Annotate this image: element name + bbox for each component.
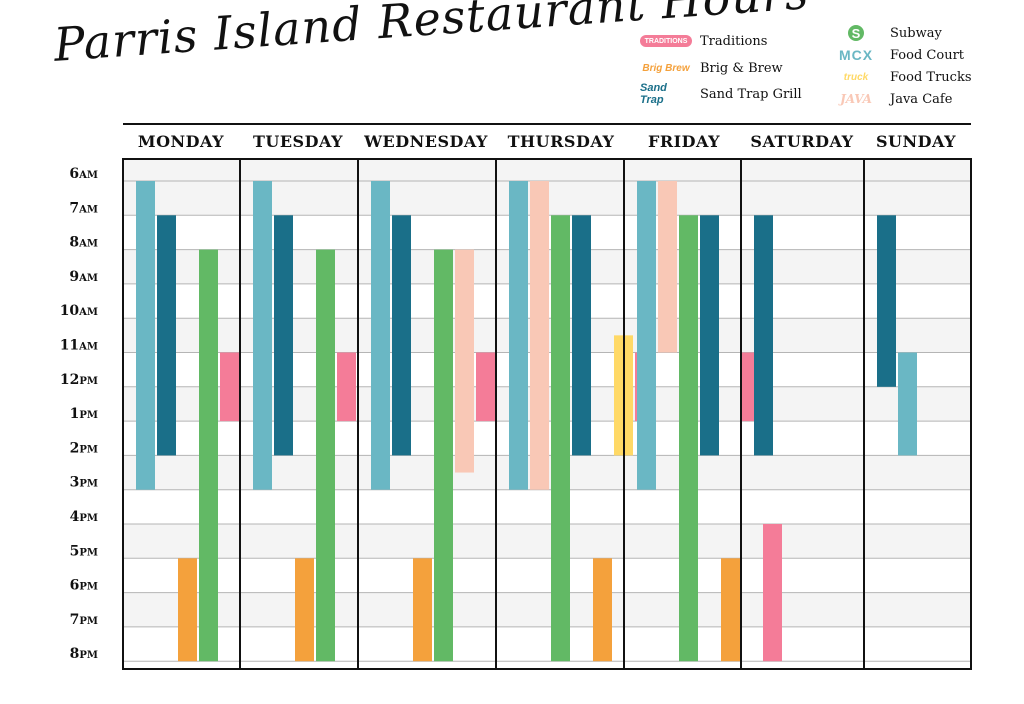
hours-bar	[178, 558, 197, 662]
hours-bar	[253, 181, 272, 490]
hour-label: 3PM	[70, 475, 98, 491]
legend-item: Brig Brew Brig & Brew	[640, 57, 783, 79]
hour-label: 12PM	[60, 372, 98, 388]
hours-bar	[551, 215, 570, 662]
day-label: THURSDAY	[508, 132, 615, 151]
hours-bar	[700, 215, 719, 456]
day-label: SATURDAY	[750, 132, 853, 151]
hours-bar	[392, 215, 411, 456]
hours-bar	[199, 249, 218, 662]
hours-bar	[877, 215, 896, 387]
hours-bar	[476, 352, 495, 422]
chart-border	[122, 158, 972, 670]
hours-bar	[413, 558, 432, 662]
brig-brew-logo: Brig Brew	[642, 62, 690, 74]
hour-label: 2PM	[70, 440, 98, 456]
hours-bar	[530, 181, 549, 490]
legend-label: Traditions	[700, 33, 768, 49]
hour-label: 4PM	[70, 509, 98, 525]
hours-bar	[316, 249, 335, 662]
legend-item: truck Food Trucks	[830, 66, 972, 88]
hour-label: 11AM	[60, 338, 98, 354]
day-label: TUESDAY	[253, 132, 343, 151]
day-label: MONDAY	[138, 132, 224, 151]
legend-label: Brig & Brew	[700, 60, 783, 76]
legend: TRADITIONS Traditions Brig Brew Brig & Brew…	[640, 25, 1000, 116]
hour-label: 6PM	[70, 578, 98, 594]
legend-label: Java Cafe	[890, 91, 953, 107]
hours-bar	[754, 215, 773, 456]
hours-bar	[157, 215, 176, 456]
hour-band	[123, 524, 971, 559]
day-label: WEDNESDAY	[363, 132, 488, 151]
hours-bar	[593, 558, 612, 662]
traditions-logo: TRADITIONS	[640, 35, 692, 47]
food-truck-logo: truck	[843, 71, 869, 83]
hours-bar	[220, 352, 239, 422]
legend-item: MCX Food Court	[830, 44, 964, 66]
legend-item: TRADITIONS Traditions	[640, 30, 767, 52]
hour-band	[123, 592, 971, 627]
legend-label: Food Trucks	[890, 69, 972, 85]
hours-bar	[274, 215, 293, 456]
day-label: FRIDAY	[648, 132, 720, 151]
day-label: SUNDAY	[876, 132, 956, 151]
hour-label: 7AM	[69, 200, 98, 216]
hours-bar	[295, 558, 314, 662]
subway-logo: S	[848, 25, 864, 41]
legend-item: Sand Trap Sand Trap Grill	[640, 82, 802, 106]
legend-item: JAVA Java Cafe	[830, 88, 952, 110]
hours-bar	[898, 352, 917, 456]
hour-band	[123, 159, 971, 181]
hour-label: 6AM	[69, 166, 98, 182]
hour-label: 8AM	[69, 235, 98, 251]
java-cafe-logo: JAVA	[840, 92, 872, 106]
hours-bar	[637, 181, 656, 490]
hours-bar	[763, 524, 782, 662]
hour-label: 8PM	[70, 646, 98, 662]
hours-bar	[371, 181, 390, 490]
hours-bar	[572, 215, 591, 456]
hour-label: 7PM	[70, 612, 98, 628]
hour-label: 1PM	[70, 406, 98, 422]
hours-bar	[455, 249, 474, 473]
hours-bar	[658, 181, 677, 353]
legend-label: Sand Trap Grill	[700, 86, 802, 102]
legend-label: Subway	[890, 25, 942, 41]
legend-label: Food Court	[890, 47, 965, 63]
hour-label: 10AM	[60, 303, 98, 319]
hour-label: 5PM	[70, 543, 98, 559]
mcx-logo: MCX	[838, 47, 874, 63]
hours-bar	[509, 181, 528, 490]
hour-label: 9AM	[69, 269, 98, 285]
hours-bar	[136, 181, 155, 490]
hours-bar	[679, 215, 698, 662]
hours-bar	[337, 352, 356, 422]
hours-bar	[434, 249, 453, 662]
hours-bar	[721, 558, 740, 662]
legend-item: S Subway	[830, 22, 942, 44]
